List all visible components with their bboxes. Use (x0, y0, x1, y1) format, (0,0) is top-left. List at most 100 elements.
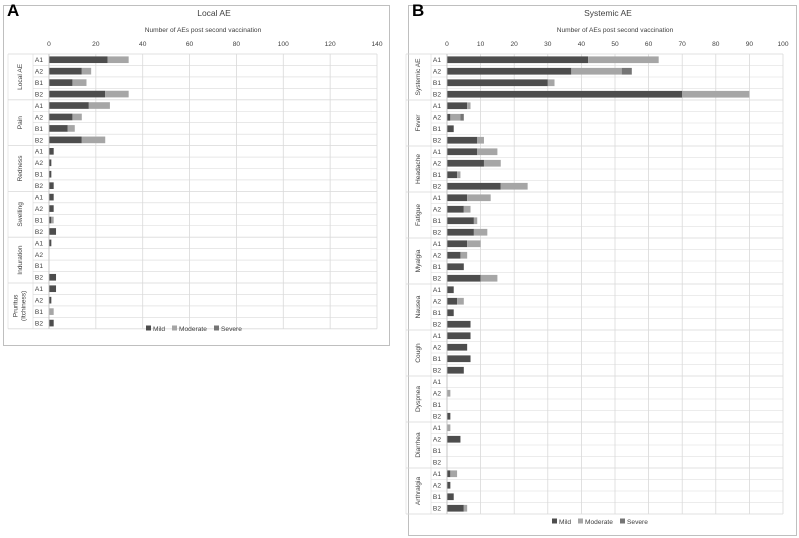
local-group-label: Local AE (17, 63, 24, 90)
local-category-label: B1 (35, 172, 43, 179)
systemic-category-label: A1 (433, 241, 441, 248)
systemic-category-label: B1 (433, 402, 441, 409)
local-legend-label: Moderate (179, 326, 207, 333)
local-bar-moderate (107, 56, 129, 64)
systemic-category-label: A2 (433, 207, 441, 214)
local-x-tick-label: 60 (186, 41, 194, 48)
systemic-x-tick-label: 40 (578, 41, 586, 48)
systemic-category-label: B1 (433, 172, 441, 179)
systemic-bar-moderate (480, 274, 498, 282)
systemic-category-label: A2 (433, 115, 441, 122)
local-bar-mild (49, 136, 82, 144)
systemic-x-tick-label: 80 (712, 41, 720, 48)
systemic-bar-mild (447, 504, 464, 512)
local-category-label: B2 (35, 137, 43, 144)
systemic-bar-mild (447, 286, 454, 294)
systemic-bar-mild (447, 320, 471, 328)
systemic-bar-mild (447, 251, 461, 259)
systemic-bar-moderate (477, 148, 498, 156)
systemic-bar-moderate (450, 470, 458, 478)
systemic-bar-moderate (460, 251, 468, 259)
systemic-category-label: B1 (433, 310, 441, 317)
systemic-category-label: B1 (433, 80, 441, 87)
systemic-bar-mild (447, 240, 468, 248)
local-category-label: A2 (35, 298, 43, 305)
systemic-category-label: A1 (433, 103, 441, 110)
local-legend-swatch-moderate (172, 325, 177, 331)
systemic-category-label: B2 (433, 322, 441, 329)
systemic-x-tick-label: 0 (445, 41, 449, 48)
systemic-category-label: B2 (433, 230, 441, 237)
systemic-category-label: B1 (433, 356, 441, 363)
systemic-bar-moderate (473, 228, 488, 236)
local-category-label: B1 (35, 217, 43, 224)
local-category-label: A2 (35, 206, 43, 213)
systemic-group-label: Systemic AE (415, 58, 422, 96)
local-x-tick-label: 20 (92, 41, 100, 48)
local-category-label: A2 (35, 160, 43, 167)
local-x-tick-label: 40 (139, 41, 147, 48)
systemic-category-label: A1 (433, 287, 441, 294)
local-legend-swatch-severe (214, 325, 219, 331)
local-legend-swatch-mild (146, 325, 151, 331)
systemic-group-label: Nausea (415, 295, 422, 318)
systemic-bar-mild (447, 56, 589, 64)
systemic-category-label: A2 (433, 437, 441, 444)
systemic-chart-title: Systemic AE (584, 8, 632, 18)
systemic-group-label: Myalgia (415, 249, 422, 272)
systemic-bar-moderate (682, 90, 750, 98)
systemic-group-label: Arthralgia (415, 477, 422, 506)
systemic-bar-mild (447, 171, 458, 179)
local-bar-mild (49, 113, 73, 121)
systemic-x-tick-label: 60 (645, 41, 653, 48)
systemic-bar-moderate (463, 205, 471, 213)
systemic-x-tick-label: 100 (777, 41, 788, 48)
systemic-bar-moderate (473, 217, 478, 225)
local-group-label: Pruritus(Itchiness) (13, 291, 28, 321)
systemic-bar-mild (447, 113, 451, 121)
systemic-group-label: Diarrhea (415, 432, 422, 458)
local-bar-moderate (72, 79, 87, 86)
systemic-bar-mild (447, 228, 474, 236)
systemic-category-label: B2 (433, 368, 441, 375)
systemic-x-tick-label: 20 (511, 41, 519, 48)
systemic-bar-mild (447, 412, 451, 420)
local-legend-label: Mild (153, 326, 165, 333)
systemic-category-label: A1 (433, 57, 441, 64)
systemic-category-label: B1 (433, 264, 441, 271)
local-bar-moderate (67, 125, 75, 132)
local-bar-mild (49, 102, 89, 109)
systemic-bar-moderate (457, 297, 464, 305)
systemic-category-label: B2 (433, 184, 441, 191)
systemic-bar-mild (447, 102, 468, 110)
local-bar-mild (49, 125, 68, 132)
systemic-category-label: A1 (433, 379, 441, 386)
local-bar-mild (49, 56, 108, 64)
local-category-label: A1 (35, 57, 43, 64)
systemic-legend-swatch-severe (620, 518, 625, 524)
systemic-legend-label: Mild (559, 519, 571, 526)
systemic-group-label: Headache (415, 154, 422, 184)
local-bar-mild (49, 285, 57, 293)
local-x-tick-label: 0 (47, 41, 51, 48)
systemic-category-label: B1 (433, 126, 441, 133)
systemic-bar-mild (447, 148, 478, 156)
local-bar-mild (49, 205, 54, 212)
systemic-category-label: A2 (433, 69, 441, 76)
systemic-bar-mild (447, 90, 683, 98)
systemic-bar-mild (447, 297, 458, 305)
systemic-legend-label: Severe (627, 519, 648, 526)
local-bar-mild (49, 159, 52, 167)
local-group-label: Pain (17, 116, 24, 130)
local-chart-title: Local AE (197, 8, 231, 18)
systemic-bar-moderate (588, 56, 659, 64)
systemic-group-label: Fever (415, 114, 422, 132)
local-bar-mild (49, 67, 82, 75)
local-category-label: A2 (35, 114, 43, 121)
local-bar-mild (49, 170, 52, 178)
systemic-bar-severe (460, 113, 464, 121)
systemic-bar-moderate (463, 504, 468, 512)
local-bar-moderate (49, 308, 54, 315)
systemic-bar-mild (447, 136, 478, 144)
systemic-category-label: B2 (433, 460, 441, 467)
